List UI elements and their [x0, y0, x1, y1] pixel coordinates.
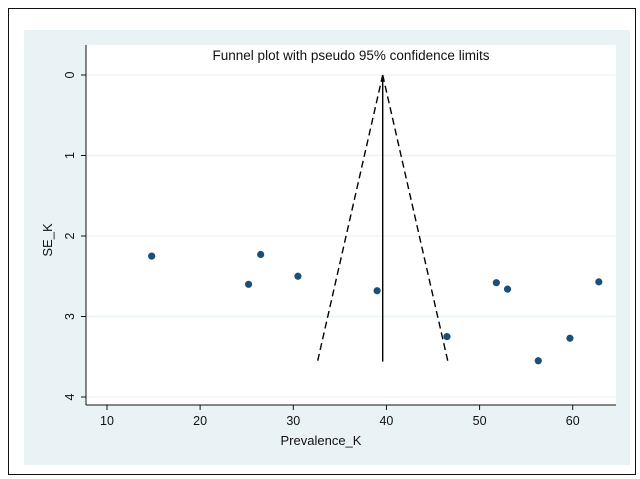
upper-confidence-limit-line — [382, 74, 449, 362]
x-ticks: 10 20 30 40 50 60 — [100, 405, 580, 428]
x-tick-label: 20 — [193, 414, 207, 428]
y-tick-label: 1 — [63, 152, 77, 159]
data-point — [443, 333, 451, 341]
x-tick-label: 30 — [286, 414, 300, 428]
data-point — [566, 334, 574, 342]
y-tick-label: 0 — [63, 71, 77, 78]
gridlines — [86, 74, 616, 398]
data-point — [257, 250, 265, 259]
chart-title: Funnel plot with pseudo 95% confidence l… — [213, 48, 490, 63]
y-tick-label: 4 — [63, 393, 77, 400]
x-tick-label: 50 — [473, 414, 487, 428]
data-point — [595, 278, 603, 286]
plot-area — [86, 45, 616, 405]
x-tick-label: 60 — [566, 414, 580, 428]
data-points — [148, 250, 603, 365]
data-point — [503, 285, 512, 293]
data-point — [534, 357, 542, 365]
y-tick-label: 2 — [63, 232, 77, 239]
y-axis-title: SE_K — [40, 223, 55, 257]
data-point — [244, 280, 253, 288]
data-point — [294, 272, 302, 280]
data-point — [148, 252, 156, 260]
x-tick-label: 40 — [379, 414, 393, 428]
x-tick-label: 10 — [100, 414, 114, 428]
lower-confidence-limit-line — [316, 74, 384, 362]
axes — [85, 45, 616, 406]
data-point — [373, 287, 381, 295]
x-axis-title: Prevalence_K — [281, 433, 362, 448]
funnel-lines — [316, 74, 449, 362]
y-tick-label: 3 — [63, 313, 77, 320]
y-ticks: 0 1 2 3 4 — [63, 71, 86, 400]
data-point — [492, 279, 500, 287]
